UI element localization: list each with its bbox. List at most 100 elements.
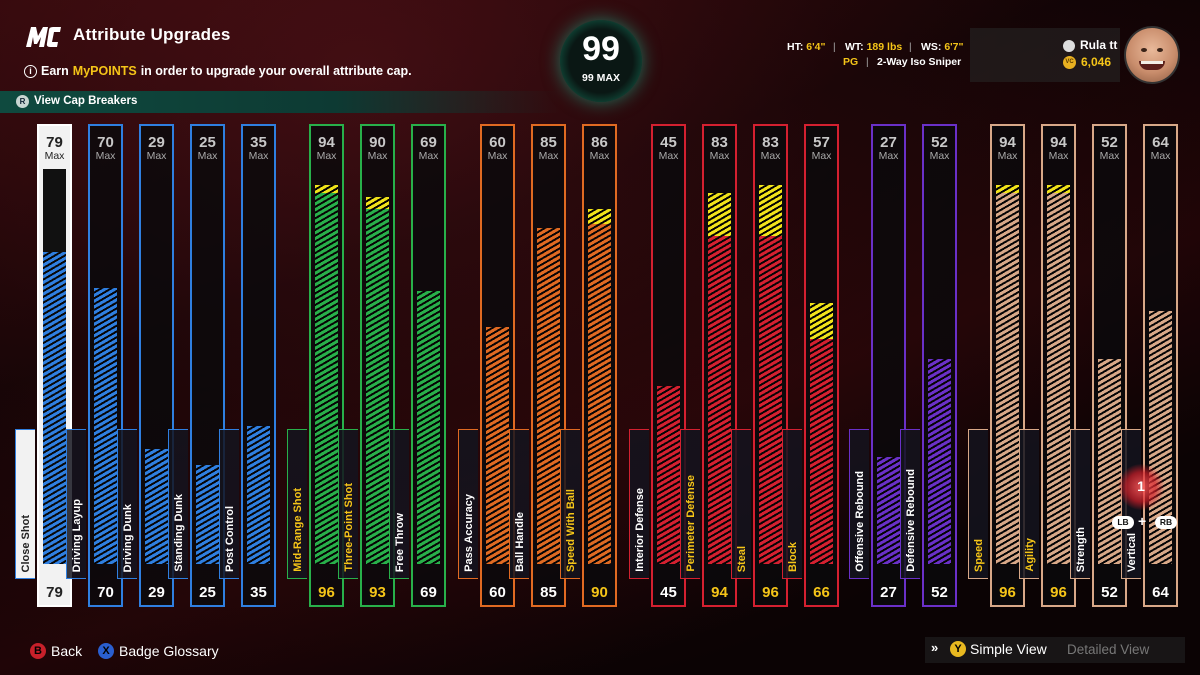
stat-divider: | <box>866 57 869 68</box>
cap-breakers-bar[interactable] <box>0 91 560 113</box>
attribute-current-value: 96 <box>999 584 1016 601</box>
attribute-vertical[interactable]: 64 Max Vertical 64 <box>1121 124 1178 607</box>
attribute-current-value: 94 <box>711 584 728 601</box>
attribute-free-throw[interactable]: 69 Max Free Throw 69 <box>389 124 446 607</box>
cap-breaker-fill <box>810 303 833 339</box>
upgrade-cursor[interactable] <box>1118 464 1164 510</box>
attribute-name: Mid-Range Shot <box>291 488 304 572</box>
attribute-track <box>1047 169 1070 564</box>
attribute-max-value: 35 <box>250 134 267 151</box>
badge-glossary-button[interactable]: X Badge Glossary <box>98 643 219 659</box>
attribute-perimeter-defense[interactable]: 83 Max Perimeter Defense 94 <box>680 124 737 607</box>
attribute-track <box>657 169 680 564</box>
attribute-max-label: Max <box>248 150 269 162</box>
fill-stripes <box>588 208 611 564</box>
attribute-max-value: 27 <box>880 134 897 151</box>
archetype: 2-Way Iso Sniper <box>877 56 962 68</box>
attribute-name: Pass Accuracy <box>462 494 475 572</box>
attribute-max-label: Max <box>811 150 832 162</box>
attribute-max-label: Max <box>146 150 167 162</box>
fill-stripes <box>708 192 731 564</box>
attribute-pass-accuracy[interactable]: 60 Max Pass Accuracy 60 <box>458 124 515 607</box>
attribute-max-label: Max <box>44 150 65 162</box>
fill-stripes <box>1098 358 1121 564</box>
attribute-post-control[interactable]: 35 Max Post Control 35 <box>219 124 276 607</box>
attribute-fill <box>996 184 1019 564</box>
cap-breaker-fill <box>1047 184 1070 193</box>
attribute-track <box>996 169 1019 564</box>
attribute-block[interactable]: 57 Max Block 66 <box>782 124 839 607</box>
attribute-name-tab: Standing Dunk <box>168 429 188 579</box>
attribute-max-label: Max <box>367 150 388 162</box>
attribute-max-label: Max <box>418 150 439 162</box>
fill-stripes <box>759 184 782 564</box>
attribute-fill <box>145 449 168 564</box>
attribute-max-value: 83 <box>762 134 779 151</box>
cap-breakers-button[interactable]: View Cap Breakers <box>34 95 138 107</box>
stat-divider: | <box>833 42 836 53</box>
page-title: Attribute Upgrades <box>73 25 231 44</box>
attribute-current-value: 66 <box>813 584 830 601</box>
vc-coin-icon: VC <box>1063 56 1076 69</box>
attribute-max-value: 29 <box>148 134 165 151</box>
attribute-fill <box>1098 358 1121 564</box>
attribute-track <box>196 169 219 564</box>
attribute-current-value: 93 <box>369 584 386 601</box>
attribute-track <box>1098 169 1121 564</box>
attribute-driving-dunk[interactable]: 29 Max Driving Dunk 29 <box>117 124 174 607</box>
attribute-interior-defense[interactable]: 45 Max Interior Defense 45 <box>629 124 686 607</box>
attribute-max-label: Max <box>316 150 337 162</box>
attribute-name: Offensive Rebound <box>853 471 866 572</box>
attribute-name-tab: Strength <box>1070 429 1090 579</box>
weight-value: 189 lbs <box>866 41 903 53</box>
attribute-max-value: 94 <box>999 134 1016 151</box>
attribute-fill <box>928 358 951 564</box>
attribute-strength[interactable]: 52 Max Strength 52 <box>1070 124 1127 607</box>
attribute-current-value: 70 <box>97 584 114 601</box>
attribute-track <box>366 169 389 564</box>
simple-view-label: Simple View <box>970 641 1047 657</box>
attribute-track <box>247 169 270 564</box>
attribute-max-label: Max <box>1150 150 1171 162</box>
attribute-fill <box>588 208 611 564</box>
attribute-max-label: Max <box>929 150 950 162</box>
attribute-name-tab: Steal <box>731 429 751 579</box>
attribute-ball-handle[interactable]: 85 Max Ball Handle 85 <box>509 124 566 607</box>
attribute-fill <box>759 184 782 564</box>
attribute-max-value: 52 <box>1101 134 1118 151</box>
attribute-fill <box>196 465 219 564</box>
attribute-max-label: Max <box>658 150 679 162</box>
attribute-max-label: Max <box>1048 150 1069 162</box>
attribute-track <box>94 169 117 564</box>
attribute-max-value: 85 <box>540 134 557 151</box>
attribute-defensive-rebound[interactable]: 52 Max Defensive Rebound 52 <box>900 124 957 607</box>
xbox-icon <box>1063 40 1075 52</box>
attribute-current-value: 35 <box>250 584 267 601</box>
attribute-name: Driving Dunk <box>121 503 134 572</box>
simple-view-button[interactable]: Y Simple View <box>950 641 1047 657</box>
fill-stripes <box>810 303 833 564</box>
attribute-current-value: 64 <box>1152 584 1169 601</box>
attribute-current-value: 96 <box>318 584 335 601</box>
attribute-name-tab: Pass Accuracy <box>458 429 478 579</box>
attribute-name-tab: Speed <box>968 429 988 579</box>
avatar <box>1124 26 1180 84</box>
attribute-track <box>588 169 611 564</box>
attribute-current-value: 96 <box>762 584 779 601</box>
back-button[interactable]: B Back <box>30 643 82 659</box>
attribute-max-label: Max <box>997 150 1018 162</box>
overall-max: 99 MAX <box>582 72 620 84</box>
attribute-name: Steal <box>735 545 748 572</box>
cap-breaker-fill <box>759 184 782 237</box>
attribute-fill <box>43 251 66 564</box>
attribute-agility[interactable]: 94 Max Agility 96 <box>1019 124 1076 607</box>
attribute-current-value: 52 <box>1101 584 1118 601</box>
right-stick-icon: R <box>16 95 29 108</box>
detailed-view-button[interactable]: Detailed View <box>1067 642 1150 657</box>
fill-stripes <box>43 251 66 564</box>
attribute-current-value: 45 <box>660 584 677 601</box>
cap-breaker-fill <box>588 208 611 225</box>
attribute-current-value: 52 <box>931 584 948 601</box>
attribute-speed-with-ball[interactable]: 86 Max Speed With Ball 90 <box>560 124 617 607</box>
attribute-speed[interactable]: 94 Max Speed 96 <box>968 124 1025 607</box>
